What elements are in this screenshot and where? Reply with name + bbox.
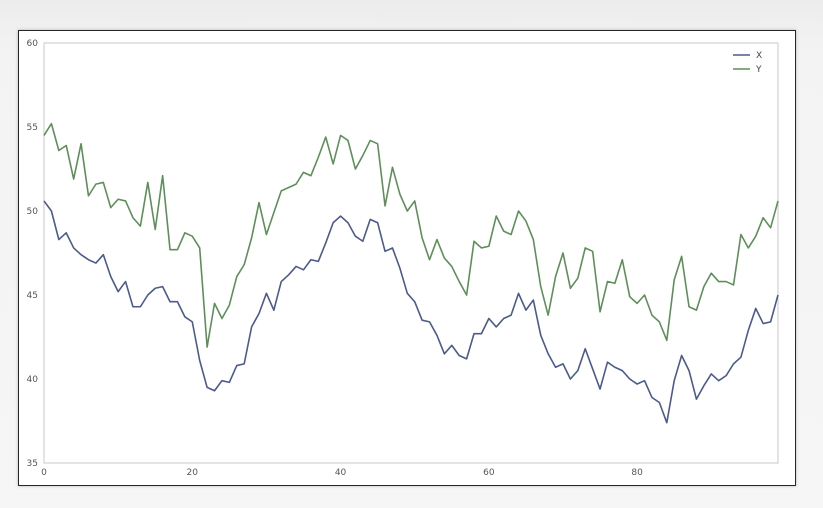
axes-frame bbox=[43, 42, 779, 464]
legend: XY bbox=[733, 51, 762, 75]
y-axis-ticks: 35 40 45 50 55 60 bbox=[27, 39, 39, 469]
y-tick-label: 50 bbox=[27, 207, 39, 217]
y-tick-label: 35 bbox=[27, 459, 38, 469]
line-chart: 0 20 40 60 80 35 40 45 50 55 60 XY bbox=[27, 39, 779, 478]
plot-area bbox=[44, 43, 778, 463]
y-tick-label: 40 bbox=[27, 375, 39, 385]
x-tick-label: 60 bbox=[483, 468, 495, 478]
legend-label-y: Y bbox=[755, 65, 762, 75]
y-tick-label: 60 bbox=[27, 39, 39, 49]
y-tick-label: 45 bbox=[27, 291, 38, 301]
x-tick-label: 20 bbox=[187, 468, 199, 478]
series-line-x bbox=[43, 200, 779, 424]
legend-label-x: X bbox=[756, 51, 762, 61]
y-tick-label: 55 bbox=[27, 123, 38, 133]
x-tick-label: 40 bbox=[335, 468, 347, 478]
x-tick-label: 80 bbox=[631, 468, 643, 478]
series-line-y bbox=[43, 122, 779, 348]
plot-border bbox=[43, 42, 779, 464]
x-tick-label: 0 bbox=[41, 468, 47, 478]
x-axis-ticks: 0 20 40 60 80 bbox=[41, 468, 643, 478]
series-lines bbox=[43, 122, 779, 424]
